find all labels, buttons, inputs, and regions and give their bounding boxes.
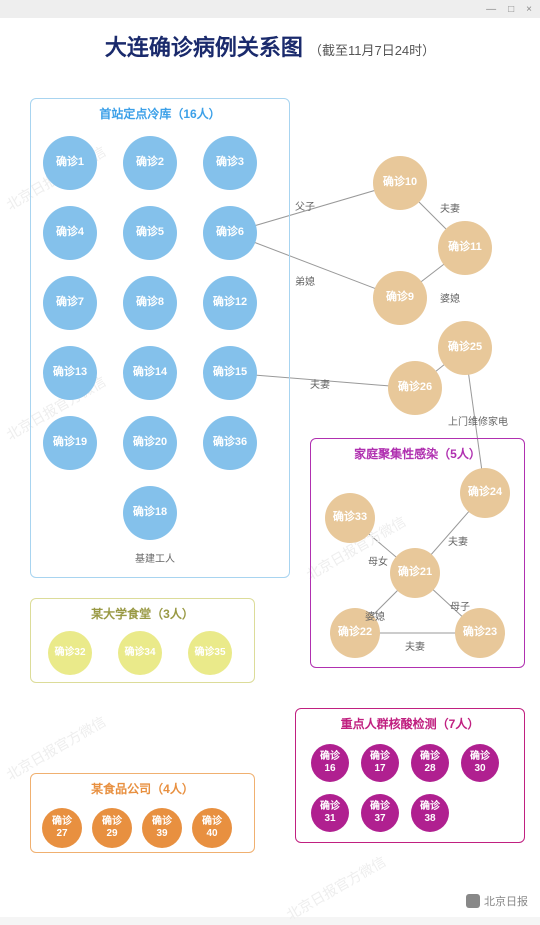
case-node: 确诊23 — [455, 608, 505, 658]
wechat-icon — [466, 894, 480, 908]
case-node: 确诊36 — [203, 416, 257, 470]
group-title: 某食品公司（4人） — [31, 774, 254, 797]
edge-label: 弟媳 — [295, 273, 315, 288]
case-node: 确诊19 — [43, 416, 97, 470]
case-node: 确诊21 — [390, 548, 440, 598]
case-node: 确诊 16 — [311, 744, 349, 782]
case-node: 确诊9 — [373, 271, 427, 325]
brand-footer: 北京日报 — [466, 893, 528, 909]
case-node: 确诊20 — [123, 416, 177, 470]
case-node: 确诊 37 — [361, 794, 399, 832]
case-node: 确诊6 — [203, 206, 257, 260]
case-node: 确诊 17 — [361, 744, 399, 782]
diagram-canvas: 大连确诊病例关系图 （截至11月7日24时） 北京日报 北京日报官方微信北京日报… — [0, 18, 540, 917]
case-node: 确诊12 — [203, 276, 257, 330]
case-node: 确诊25 — [438, 321, 492, 375]
case-node: 确诊8 — [123, 276, 177, 330]
case-node: 确诊 29 — [92, 808, 132, 848]
close-button[interactable]: × — [526, 4, 532, 15]
case-node: 确诊2 — [123, 136, 177, 190]
minimize-button[interactable]: — — [486, 4, 496, 15]
case-node: 确诊18 — [123, 486, 177, 540]
edge-label: 夫妻 — [448, 533, 468, 548]
edge-label: 母女 — [368, 553, 388, 568]
case-node: 确诊4 — [43, 206, 97, 260]
edge-label: 父子 — [295, 198, 315, 213]
case-node: 确诊35 — [188, 631, 232, 675]
case-node: 确诊 40 — [192, 808, 232, 848]
case-node: 确诊11 — [438, 221, 492, 275]
case-node: 确诊34 — [118, 631, 162, 675]
watermark: 北京日报官方微信 — [283, 851, 390, 924]
title-sub: （截至11月7日24时） — [309, 43, 435, 58]
case-node: 确诊14 — [123, 346, 177, 400]
case-node: 确诊24 — [460, 468, 510, 518]
case-node: 确诊32 — [48, 631, 92, 675]
case-node: 确诊33 — [325, 493, 375, 543]
maximize-button[interactable]: □ — [508, 4, 514, 15]
group-title: 重点人群核酸检测（7人） — [296, 709, 524, 732]
title-main: 大连确诊病例关系图 — [105, 35, 303, 60]
edge-label: 婆媳 — [365, 608, 385, 623]
case-node: 确诊 38 — [411, 794, 449, 832]
case-node: 确诊 30 — [461, 744, 499, 782]
edge-label: 夫妻 — [405, 638, 425, 653]
case-node: 确诊10 — [373, 156, 427, 210]
case-node: 确诊 28 — [411, 744, 449, 782]
app-window: — □ × 大连确诊病例关系图 （截至11月7日24时） 北京日报 北京日报官方… — [0, 0, 540, 917]
case-node: 确诊7 — [43, 276, 97, 330]
case-node: 确诊5 — [123, 206, 177, 260]
page-title: 大连确诊病例关系图 （截至11月7日24时） — [0, 18, 540, 62]
case-node: 确诊26 — [388, 361, 442, 415]
edge-label: 夫妻 — [440, 200, 460, 215]
case-node: 确诊15 — [203, 346, 257, 400]
footnote: 基建工人 — [135, 550, 175, 565]
edge-label: 婆媳 — [440, 290, 460, 305]
case-node: 确诊13 — [43, 346, 97, 400]
case-node: 确诊 27 — [42, 808, 82, 848]
group-title: 家庭聚集性感染（5人） — [311, 439, 524, 462]
edge-label: 夫妻 — [310, 376, 330, 391]
case-node: 确诊 31 — [311, 794, 349, 832]
brand-text: 北京日报 — [484, 893, 528, 909]
group-title: 某大学食堂（3人） — [31, 599, 254, 622]
edge-label: 上门维修家电 — [448, 413, 508, 428]
titlebar: — □ × — [0, 0, 540, 18]
case-node: 确诊1 — [43, 136, 97, 190]
case-node: 确诊 39 — [142, 808, 182, 848]
group-title: 首站定点冷库（16人） — [31, 99, 289, 122]
edge-label: 母子 — [450, 598, 470, 613]
case-node: 确诊3 — [203, 136, 257, 190]
